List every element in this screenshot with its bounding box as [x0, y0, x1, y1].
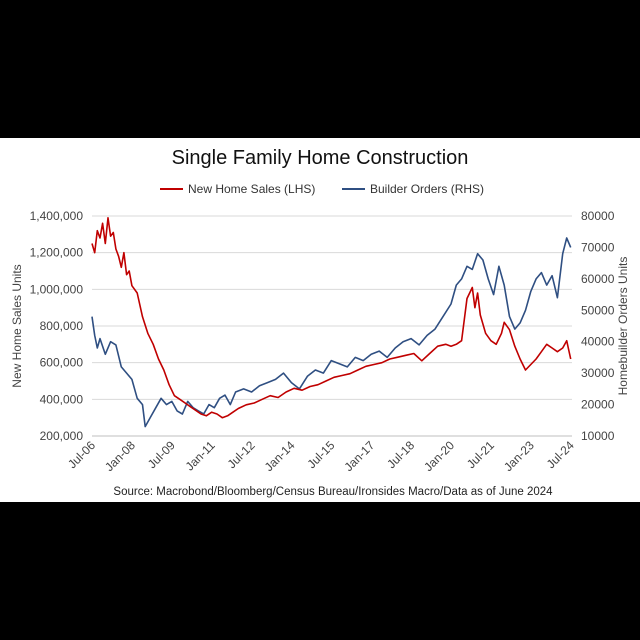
source-note: Source: Macrobond/Bloomberg/Census Burea… — [113, 486, 553, 498]
right-axis-label: Homebuilder Orders Units — [616, 257, 630, 396]
x-tick-label: Jan-14 — [262, 438, 298, 474]
y-tick-left-label: 200,000 — [40, 429, 84, 443]
series-line-new-home-sales — [91, 217, 572, 419]
chart-title: Single Family Home Construction — [172, 147, 469, 169]
x-tick-label: Jan-23 — [501, 438, 537, 474]
legend: New Home Sales (LHS) Builder Orders (RHS… — [160, 182, 484, 196]
x-tick-label: Jul-15 — [304, 438, 337, 471]
x-tick-label: Jan-17 — [341, 438, 377, 474]
x-axis-ticks: Jul-06 Jan-08 Jul-09 Jan-11 Jul-12 Jan-14 Jul-… — [65, 438, 577, 474]
left-axis-label: New Home Sales Units — [10, 264, 24, 387]
legend-label-orders: Builder Orders (RHS) — [370, 182, 484, 196]
x-tick-label: Jan-08 — [102, 438, 138, 474]
chart-svg: Single Family Home Construction New Home… — [10, 147, 630, 498]
y-tick-left-label: 800,000 — [40, 319, 84, 333]
x-tick-label: Jul-21 — [464, 438, 497, 471]
chart-panel: Single Family Home Construction New Home… — [0, 138, 640, 502]
y-tick-right-label: 20000 — [581, 398, 615, 412]
y-tick-right-label: 30000 — [581, 366, 615, 380]
gridlines — [92, 215, 572, 400]
y-tick-right-label: 40000 — [581, 335, 615, 349]
y-tick-right-label: 60000 — [581, 272, 615, 286]
x-tick-label: Jan-20 — [421, 438, 457, 474]
y-tick-left-label: 1,400,000 — [30, 209, 84, 223]
x-tick-label: Jul-18 — [384, 438, 417, 471]
y-tick-left-label: 1,200,000 — [30, 246, 84, 260]
x-tick-label: Jul-09 — [145, 438, 178, 471]
y-tick-right-label: 70000 — [581, 240, 615, 254]
x-tick-label: Jul-24 — [544, 438, 577, 471]
right-axis-ticks: 10000 20000 30000 40000 50000 60000 70000 80000 — [581, 209, 615, 443]
x-tick-label: Jul-12 — [225, 438, 258, 471]
y-tick-right-label: 80000 — [581, 209, 615, 223]
series-line-builder-orders — [91, 237, 572, 428]
y-tick-left-label: 400,000 — [40, 392, 84, 406]
y-tick-right-label: 10000 — [581, 429, 615, 443]
y-tick-right-label: 50000 — [581, 303, 615, 317]
legend-label-sales: New Home Sales (LHS) — [188, 182, 315, 196]
y-tick-left-label: 1,000,000 — [30, 282, 84, 296]
left-axis-ticks: 200,000 400,000 600,000 800,000 1,000,000 1,2… — [30, 209, 84, 443]
x-tick-label: Jan-11 — [183, 438, 218, 473]
y-tick-left-label: 600,000 — [40, 356, 84, 370]
